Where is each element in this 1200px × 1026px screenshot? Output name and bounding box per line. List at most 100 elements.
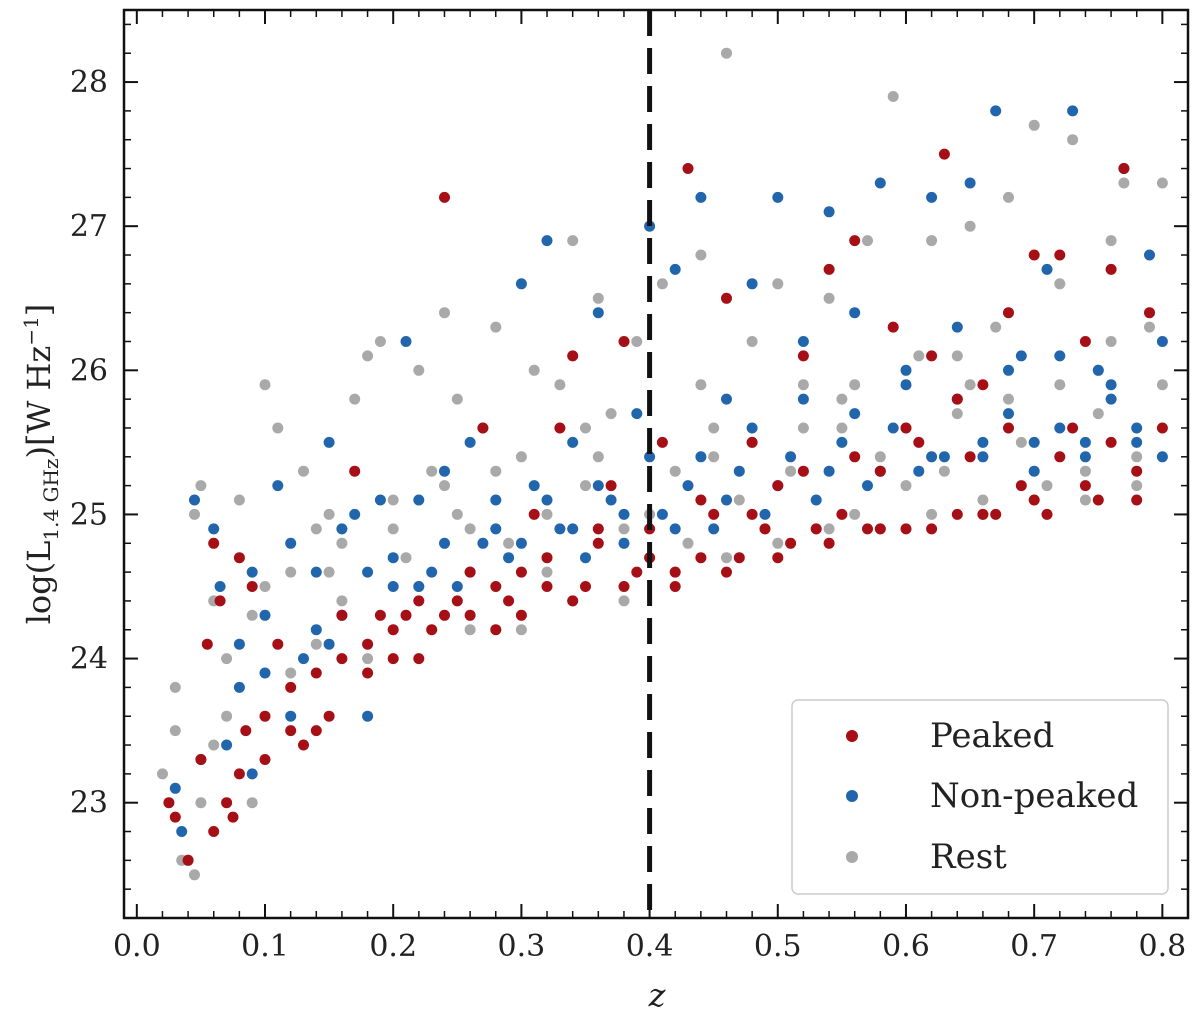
peaked-point: [490, 581, 502, 592]
y-tick-label: 23: [70, 786, 108, 821]
rest-point: [541, 508, 553, 520]
rest-point: [528, 364, 540, 376]
non-peaked-point: [669, 263, 681, 275]
rest-point: [157, 768, 168, 780]
rest-point: [1156, 379, 1168, 391]
non-peaked-point: [1041, 263, 1053, 275]
rest-point: [721, 552, 732, 564]
peaked-point: [227, 811, 239, 823]
rest-point: [259, 379, 271, 391]
non-peaked-point: [259, 609, 271, 621]
peaked-point: [669, 581, 681, 592]
non-peaked-point: [387, 552, 399, 564]
peaked-point: [951, 508, 963, 520]
rest-point: [695, 379, 707, 391]
rest-point: [1028, 119, 1040, 131]
non-peaked-point: [592, 480, 604, 492]
non-peaked-point: [1131, 436, 1143, 448]
rest-point: [1079, 494, 1091, 506]
non-peaked-point: [1015, 350, 1027, 362]
x-tick-label: 0.1: [241, 929, 289, 964]
legend-box: [791, 699, 1169, 895]
non-peaked-point: [708, 523, 720, 535]
peaked-point: [1079, 480, 1091, 492]
y-axis-label: log(L1.4 GHz)[W Hz−1]: [19, 304, 63, 625]
rest-point: [246, 797, 258, 809]
peaked-point: [336, 653, 348, 665]
rest-point: [592, 292, 604, 304]
peaked-point: [746, 508, 758, 520]
rest-point: [515, 451, 527, 463]
peaked-point: [1067, 422, 1079, 434]
rest-point: [1054, 379, 1066, 391]
non-peaked-point: [298, 653, 309, 665]
rest-point: [310, 523, 322, 535]
peaked-point: [938, 148, 950, 160]
non-peaked-point: [951, 321, 963, 333]
peaked-point: [1144, 307, 1155, 319]
non-peaked-point: [336, 523, 348, 535]
non-peaked-point: [618, 537, 630, 549]
rest-point: [189, 869, 200, 881]
x-tick-label: 0.5: [754, 929, 802, 964]
peaked-point: [785, 537, 797, 549]
non-peaked-point: [759, 508, 771, 520]
legend: Peaked Non-peaked Rest: [791, 699, 1169, 895]
peaked-point: [1079, 336, 1091, 347]
rest-point: [1079, 465, 1091, 477]
rest-point: [708, 422, 720, 434]
peaked-point: [1118, 163, 1130, 174]
peaked-point: [541, 552, 553, 564]
non-peaked-point: [176, 826, 188, 837]
legend-label-peaked: Peaked: [930, 716, 1054, 756]
peaked-point: [451, 595, 463, 607]
peaked-point: [849, 235, 861, 247]
peaked-point: [439, 609, 450, 621]
peaked-point: [413, 595, 425, 607]
non-peaked-point: [400, 336, 412, 347]
rest-point: [451, 508, 463, 520]
peaked-point: [695, 552, 707, 564]
non-peaked-point: [567, 436, 579, 448]
non-peaked-point: [849, 307, 861, 319]
non-peaked-point: [631, 408, 643, 420]
rest-point: [349, 393, 361, 405]
y-tick-label: 24: [70, 642, 108, 677]
rest-point: [503, 537, 515, 549]
peaked-point: [1092, 494, 1104, 506]
peaked-point: [272, 638, 284, 650]
peaked-point: [1156, 422, 1168, 434]
rest-point: [977, 494, 989, 506]
rest-point: [272, 422, 284, 434]
non-peaked-point: [1079, 436, 1091, 448]
non-peaked-point: [189, 494, 200, 506]
non-peaked-point: [528, 480, 540, 492]
peaked-point: [721, 292, 732, 304]
peaked-point: [246, 581, 258, 592]
rest-point: [797, 422, 809, 434]
rest-point: [1156, 177, 1168, 189]
non-peaked-point: [874, 177, 886, 189]
peaked-point: [349, 465, 361, 477]
non-peaked-point: [1054, 350, 1066, 362]
peaked-point: [400, 609, 412, 621]
non-peaked-point: [1028, 465, 1040, 477]
peaked-point: [759, 523, 771, 535]
non-peaked-point: [374, 494, 386, 506]
peaked-point: [515, 609, 527, 621]
non-peaked-point: [1067, 105, 1079, 117]
non-peaked-point: [887, 422, 899, 434]
non-peaked-point: [644, 451, 656, 463]
rest-point: [195, 797, 207, 809]
rest-point: [490, 321, 502, 333]
peaked-point: [926, 523, 938, 535]
rest-point: [938, 465, 950, 477]
rest-point: [285, 566, 297, 578]
non-peaked-point: [451, 581, 463, 592]
peaked-point: [1015, 480, 1027, 492]
non-peaked-point: [1003, 364, 1014, 376]
rest-point: [990, 321, 1002, 333]
peaked-point: [772, 552, 784, 564]
peaked-point: [1054, 451, 1066, 463]
rest-point: [298, 465, 309, 477]
